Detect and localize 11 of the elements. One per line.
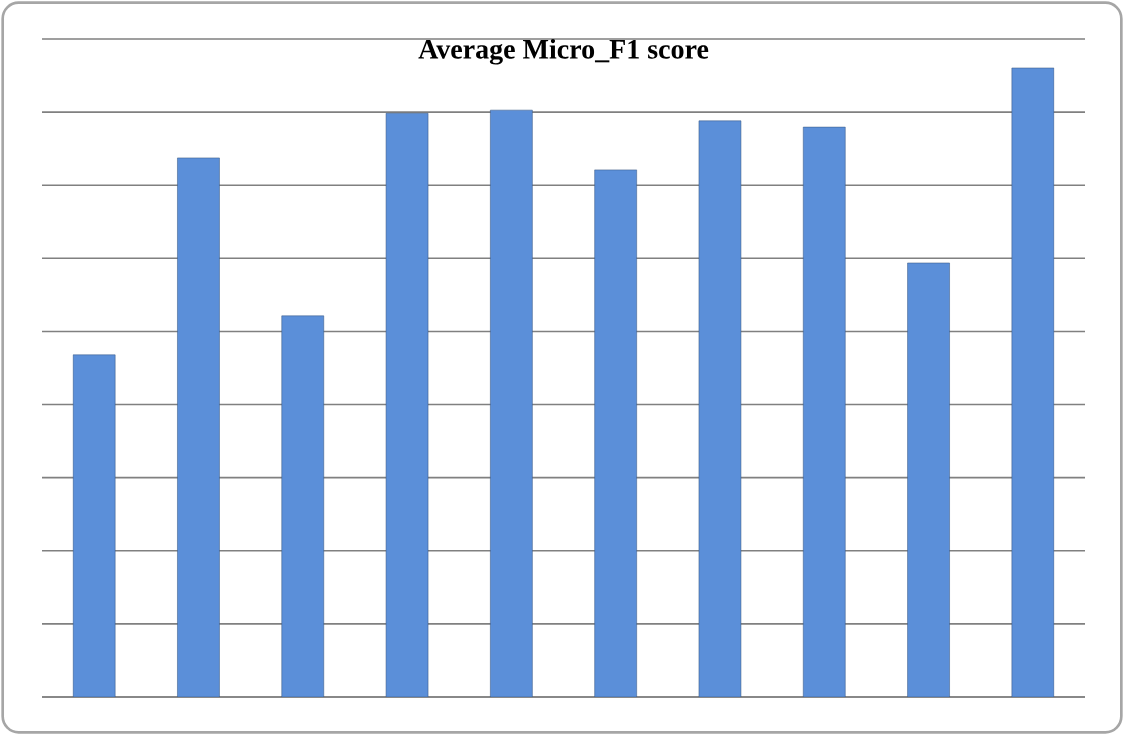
chart-title: Average Micro_F1 score [418,38,709,65]
bar [594,169,637,697]
bar [490,109,533,697]
bar [1011,67,1055,697]
bar [177,157,220,697]
bar [698,120,742,697]
bar [281,315,325,697]
bar [72,354,116,697]
bar [907,262,950,697]
bar [802,126,846,697]
bar [385,113,429,697]
